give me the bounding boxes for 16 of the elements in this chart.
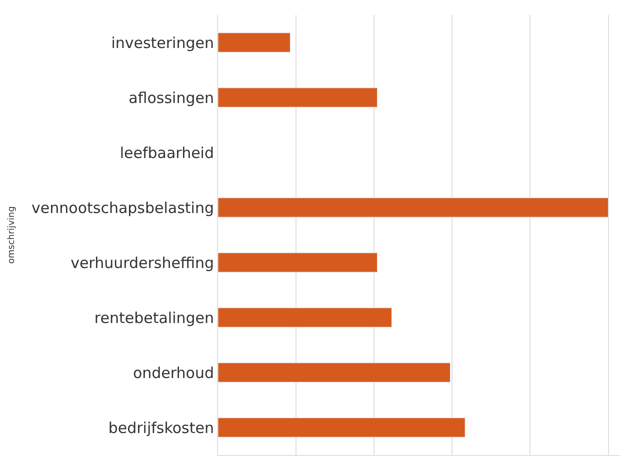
bar bbox=[218, 32, 290, 52]
bar bbox=[218, 88, 378, 108]
y-tick-label: vennootschapsbelasting bbox=[32, 198, 214, 217]
bar bbox=[218, 418, 466, 438]
bar bbox=[218, 308, 392, 328]
y-tick-label: aflossingen bbox=[128, 88, 214, 107]
y-tick-label: leefbaarheid bbox=[120, 144, 214, 162]
bar bbox=[218, 362, 450, 382]
y-tick-label: rentebetalingen bbox=[94, 308, 214, 327]
y-tick-label: verhuurdersheffing bbox=[70, 254, 214, 272]
y-tick-label: investeringen bbox=[111, 34, 214, 52]
bar bbox=[218, 198, 609, 218]
bar bbox=[218, 252, 378, 272]
y-tick-label: bedrijfskosten bbox=[108, 418, 214, 437]
y-tick-label: onderhoud bbox=[132, 364, 214, 382]
y-axis-title: omschrijving bbox=[6, 206, 17, 264]
